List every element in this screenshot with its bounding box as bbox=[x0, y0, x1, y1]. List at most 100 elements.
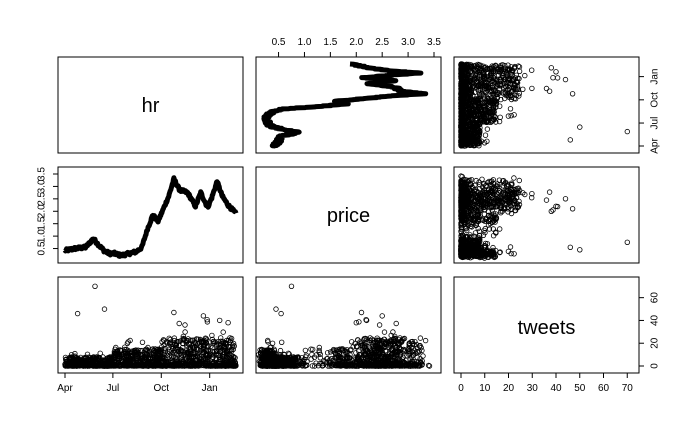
point-tweets-price bbox=[308, 346, 314, 352]
point-tweets-hr bbox=[197, 353, 203, 360]
point-tweets-price bbox=[406, 348, 412, 354]
point-price-tweets bbox=[482, 225, 488, 232]
point-price-tweets bbox=[458, 233, 464, 239]
point-hr-tweets bbox=[508, 96, 515, 103]
point-tweets-hr bbox=[161, 352, 167, 358]
point-tweets-price bbox=[316, 349, 322, 356]
point-tweets-price bbox=[337, 354, 343, 361]
point-tweets-hr bbox=[93, 363, 99, 369]
point-hr-tweets bbox=[511, 95, 517, 102]
point-tweets-price bbox=[425, 362, 432, 369]
hr-vs-price-line bbox=[261, 61, 429, 149]
point-tweets-price bbox=[309, 351, 315, 358]
point-tweets-hr bbox=[84, 351, 91, 357]
point-tweets-price bbox=[401, 335, 408, 342]
point-price-tweets bbox=[497, 249, 503, 255]
point-price-tweets bbox=[508, 210, 515, 217]
point-price-tweets bbox=[490, 211, 497, 217]
point-tweets-hr bbox=[161, 337, 167, 344]
point-hr-tweets bbox=[484, 126, 491, 132]
point-hr-tweets bbox=[522, 72, 528, 79]
point-price-tweets bbox=[464, 227, 470, 234]
point-tweets-hr bbox=[166, 335, 172, 341]
point-hr-tweets bbox=[498, 96, 504, 103]
point-tweets-hr bbox=[63, 357, 69, 363]
point-tweets-price bbox=[300, 358, 306, 364]
point-price-tweets bbox=[468, 213, 474, 220]
point-price-tweets bbox=[473, 177, 479, 184]
point-price-tweets bbox=[474, 212, 480, 219]
point-tweets-price bbox=[420, 353, 426, 359]
point-hr-tweets bbox=[550, 74, 556, 81]
point-tweets-price bbox=[417, 335, 424, 341]
point-tweets-price bbox=[398, 346, 404, 353]
point-tweets-price bbox=[381, 329, 388, 335]
point-price-tweets bbox=[512, 207, 519, 214]
point-tweets-price bbox=[413, 341, 420, 348]
point-hr-tweets bbox=[508, 89, 515, 95]
point-tweets-price bbox=[356, 348, 362, 354]
point-tweets-price bbox=[265, 339, 271, 345]
point-hr-tweets bbox=[470, 142, 477, 149]
point-tweets-price bbox=[369, 347, 375, 354]
point-hr-tweets bbox=[485, 98, 491, 104]
panel-frame-tweets-tweets bbox=[453, 276, 640, 374]
point-hr-tweets bbox=[486, 104, 493, 110]
point-tweets-price bbox=[369, 357, 375, 363]
point-hr-tweets bbox=[502, 80, 508, 86]
point-tweets-price bbox=[302, 347, 309, 354]
point-tweets-hr bbox=[203, 336, 209, 342]
point-price-tweets bbox=[482, 207, 488, 213]
point-hr-tweets bbox=[497, 103, 503, 109]
point-tweets-price bbox=[317, 355, 324, 361]
point-price-tweets bbox=[482, 243, 489, 249]
point-tweets-price bbox=[310, 346, 316, 353]
point-tweets-hr bbox=[116, 353, 122, 359]
point-tweets-price bbox=[407, 351, 413, 357]
point-tweets-price bbox=[352, 340, 358, 347]
point-price-tweets bbox=[459, 224, 465, 231]
point-hr-tweets bbox=[468, 99, 474, 105]
point-tweets-hr bbox=[192, 342, 199, 348]
point-hr-tweets bbox=[475, 83, 481, 90]
point-tweets-hr bbox=[186, 340, 193, 347]
point-hr-tweets bbox=[482, 132, 489, 138]
point-price-tweets bbox=[493, 229, 499, 235]
point-tweets-hr bbox=[224, 351, 230, 358]
point-tweets-hr bbox=[150, 355, 156, 361]
point-price-tweets bbox=[482, 240, 489, 247]
point-tweets-price bbox=[330, 360, 336, 367]
point-tweets-hr bbox=[219, 353, 225, 359]
point-price-tweets bbox=[476, 179, 482, 185]
point-tweets-price bbox=[391, 340, 398, 347]
point-hr-tweets bbox=[477, 125, 483, 131]
point-hr-tweets bbox=[478, 62, 484, 69]
plot-marks bbox=[62, 61, 630, 369]
point-tweets-hr bbox=[153, 358, 159, 364]
point-price-tweets bbox=[475, 194, 481, 201]
diag-label-hr: hr bbox=[142, 95, 160, 117]
point-tweets-hr bbox=[190, 350, 197, 356]
point-price-tweets bbox=[483, 182, 489, 189]
point-tweets-hr bbox=[120, 356, 126, 362]
point-tweets-price bbox=[268, 344, 274, 350]
point-tweets-price bbox=[279, 339, 285, 345]
point-price-tweets bbox=[497, 226, 503, 232]
point-tweets-price bbox=[422, 337, 429, 344]
point-tweets-price bbox=[295, 362, 301, 369]
panel-frame-price-hr bbox=[57, 166, 244, 264]
point-price-tweets bbox=[511, 175, 517, 181]
point-hr-tweets bbox=[458, 79, 465, 85]
point-tweets-price bbox=[330, 357, 336, 364]
point-hr-tweets bbox=[497, 114, 503, 120]
point-tweets-hr bbox=[205, 351, 211, 358]
point-hr-tweets bbox=[505, 113, 512, 119]
point-hr-tweets bbox=[489, 87, 495, 93]
point-price-tweets bbox=[550, 207, 556, 213]
panel-frame-hr-price bbox=[255, 56, 442, 154]
point-hr-tweets bbox=[479, 86, 486, 93]
point-tweets-price bbox=[355, 353, 361, 360]
point-price-tweets bbox=[486, 226, 493, 232]
point-hr-tweets bbox=[491, 87, 497, 94]
point-tweets-price bbox=[388, 341, 394, 347]
